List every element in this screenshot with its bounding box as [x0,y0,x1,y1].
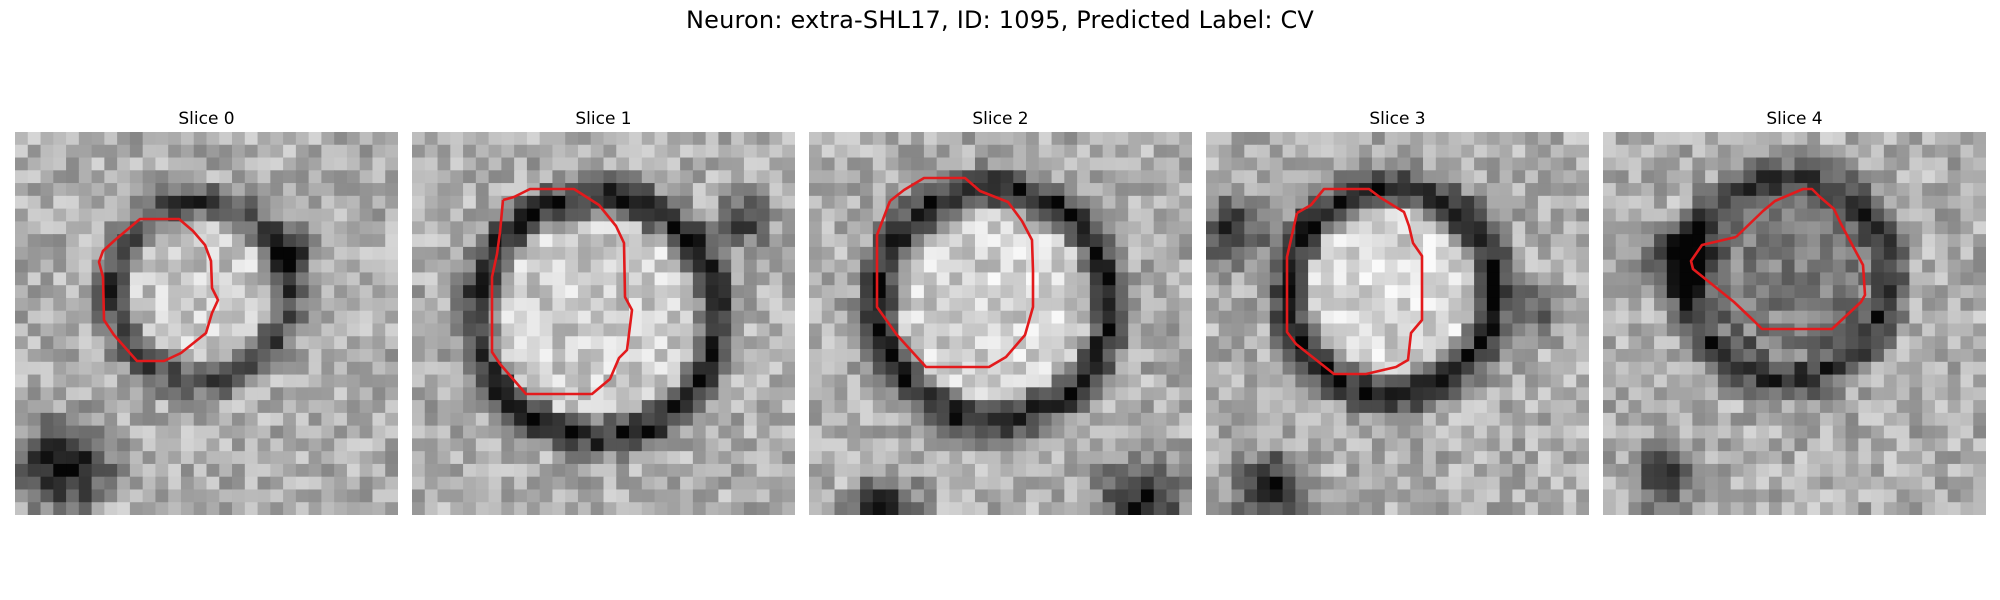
grayscale-pixel-grid [412,132,795,515]
slice-panel-0: Slice 0 [15,108,398,515]
slice-canvas-3 [1206,132,1589,515]
slice-canvas-4 [1603,132,1986,515]
slice-image-3 [1206,132,1589,515]
grayscale-pixel-grid [15,132,398,515]
slice-image-1 [412,132,795,515]
slice-title-4: Slice 4 [1766,109,1823,129]
slice-title-2: Slice 2 [972,109,1029,129]
slice-title-0: Slice 0 [178,109,235,129]
slice-canvas-0 [15,132,398,515]
grayscale-pixel-grid [1206,132,1589,515]
slice-panel-4: Slice 4 [1603,108,1986,515]
grayscale-pixel-grid [1603,132,1986,515]
cell-contour [1285,187,1424,376]
grayscale-pixel-grid [809,132,1192,515]
cell-contour [1689,187,1867,331]
slice-panel-2: Slice 2 [809,108,1192,515]
slice-image-4 [1603,132,1986,515]
slice-title-1: Slice 1 [575,109,632,129]
figure-title: Neuron: extra-SHL17, ID: 1095, Predicted… [685,6,1315,34]
slice-image-2 [809,132,1192,515]
slice-title-3: Slice 3 [1369,109,1426,129]
slice-panel-1: Slice 1 [412,108,795,515]
cell-contour [490,187,634,396]
cell-contour [875,176,1035,369]
slice-canvas-1 [412,132,795,515]
slice-image-0 [15,132,398,515]
cell-contour [97,217,220,363]
slice-panel-3: Slice 3 [1206,108,1589,515]
slice-canvas-2 [809,132,1192,515]
